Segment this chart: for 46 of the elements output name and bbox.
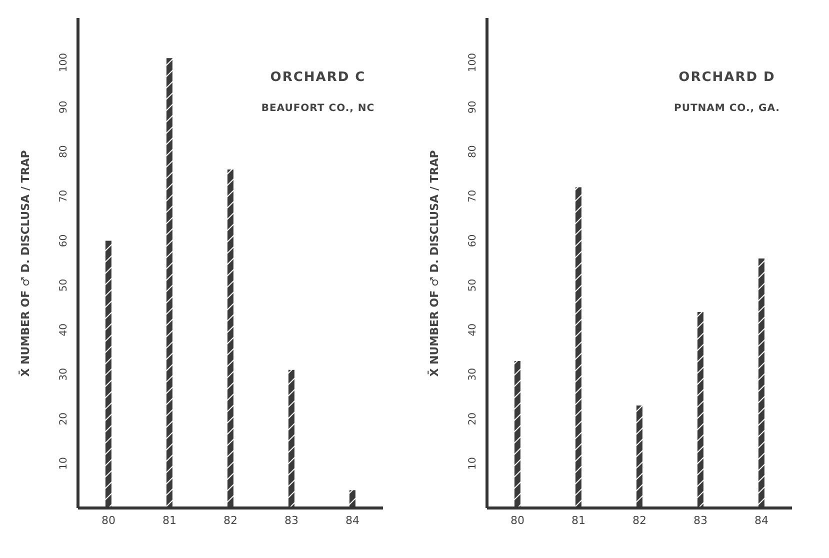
x-tick-label: 80 bbox=[102, 514, 116, 527]
bar bbox=[514, 361, 520, 508]
x-tick-label: 82 bbox=[632, 514, 646, 527]
y-tick-label: 10 bbox=[468, 457, 478, 470]
y-tick-label: 50 bbox=[58, 278, 70, 292]
text: ORCHARD C bbox=[269, 70, 367, 85]
bar bbox=[349, 490, 356, 508]
bar bbox=[105, 240, 112, 508]
y-tick-label: 40 bbox=[58, 323, 70, 336]
y-axis-title: X̄ NUMBER OF ♂ D. DISCLUSA / TRAP bbox=[428, 150, 440, 376]
text: ORCHARD D bbox=[678, 70, 776, 85]
y-tick-label: 100 bbox=[58, 53, 70, 72]
y-tick-label: 30 bbox=[58, 368, 70, 381]
x-tick-label: 81 bbox=[572, 514, 586, 527]
x-tick-label: 84 bbox=[346, 514, 360, 527]
y-tick-label: 90 bbox=[468, 100, 478, 114]
bar bbox=[575, 187, 582, 508]
y-tick-label: 60 bbox=[58, 234, 70, 248]
x-tick-label: 81 bbox=[162, 514, 176, 527]
y-tick-label: 30 bbox=[468, 368, 478, 381]
bar bbox=[288, 370, 294, 508]
y-tick-label: 50 bbox=[468, 278, 478, 292]
text: BEAUFORT CO., NC bbox=[260, 103, 376, 114]
bar bbox=[758, 258, 764, 508]
x-tick-label: 82 bbox=[224, 514, 238, 527]
y-tick-label: 60 bbox=[468, 234, 478, 248]
bar bbox=[227, 169, 234, 508]
y-tick-label: 100 bbox=[468, 53, 478, 72]
y-tick-label: 20 bbox=[58, 412, 70, 426]
bar bbox=[636, 406, 642, 508]
y-tick-label: 70 bbox=[58, 190, 70, 203]
y-axis-title: X̄ NUMBER OF ♂ D. DISCLUSA / TRAP bbox=[18, 150, 32, 376]
y-tick-label: 40 bbox=[468, 323, 478, 336]
x-tick-label: 84 bbox=[754, 514, 768, 527]
text: PUTNAM CO., GA. bbox=[673, 103, 781, 114]
y-tick-label: 80 bbox=[468, 145, 478, 158]
y-tick-label: 90 bbox=[58, 100, 70, 114]
y-tick-label: 10 bbox=[58, 457, 70, 470]
y-tick-label: 80 bbox=[58, 145, 70, 158]
y-tick-label: 20 bbox=[468, 412, 478, 426]
bar bbox=[166, 58, 172, 508]
bar bbox=[697, 312, 704, 508]
x-tick-label: 80 bbox=[510, 514, 524, 527]
y-tick-label: 70 bbox=[468, 190, 478, 203]
x-tick-label: 83 bbox=[694, 514, 708, 527]
x-tick-label: 83 bbox=[284, 514, 298, 527]
